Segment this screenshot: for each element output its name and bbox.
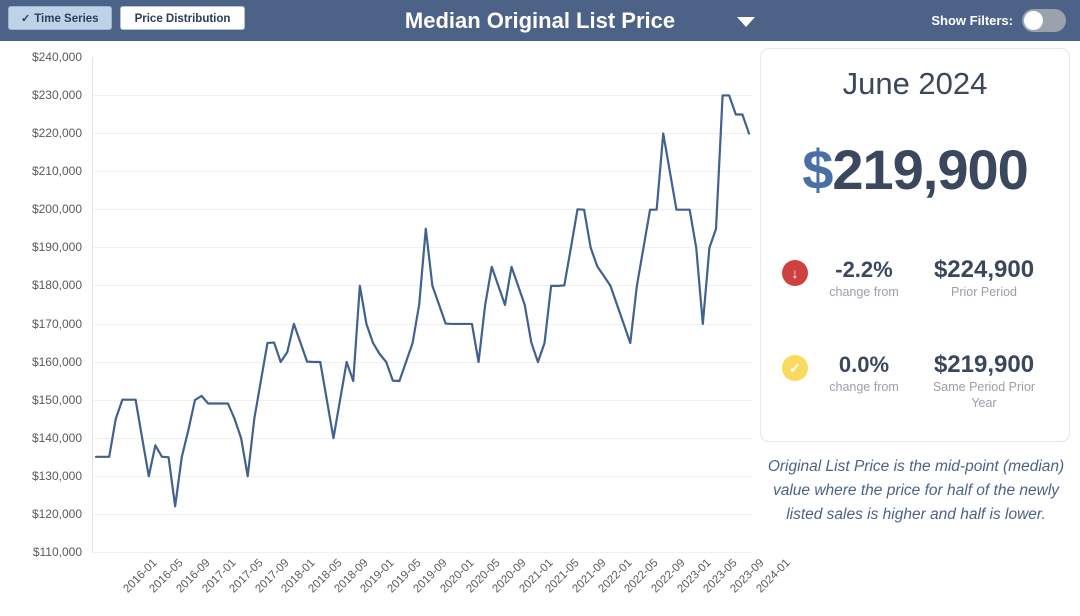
y-axis-tick-label: $240,000 [31,50,82,64]
gridline [93,171,752,173]
stat-amount-2: $219,900 [933,351,1035,378]
y-axis-tick-label: $130,000 [31,468,82,483]
gridline [93,513,752,515]
show-filters-label: Show Filters: [931,13,1013,28]
gridline [93,323,752,325]
y-axis-tick-label: $120,000 [31,506,82,521]
y-axis-tick-label: $160,000 [31,354,82,369]
chart-line-series [94,94,751,508]
arrow-down-circle-icon: ↓ [782,260,808,286]
app-header: ✓ Time Series Price Distribution Median O… [0,0,1080,41]
y-axis-tick-label: $140,000 [31,430,82,445]
y-axis-tick-label: $220,000 [31,126,82,141]
chevron-down-icon[interactable] [737,17,755,27]
stat-percent-1: -2.2% [835,257,893,282]
gridline [93,399,752,401]
stat-amount-1: $224,900 [933,256,1035,283]
tab-price-distribution-label: Price Distribution [134,13,231,25]
check-circle-icon: ✓ [782,355,808,381]
time-series-chart: $240,000 $230,000 $220,000 $210,000 $200,000… [0,41,793,616]
stat-percent-block-2: 0.0% change from [808,351,920,395]
show-filters-toggle[interactable] [1022,9,1066,32]
check-icon: ✓ [21,13,31,25]
y-axis-labels: $240,000 $230,000 $220,000 $210,000 $200,000… [0,41,86,561]
gridline [93,247,752,249]
stat-percent-caption-1: change from [829,285,899,299]
summary-card: June 2024 $219,900 ↓ -2.2% change from $… [760,48,1070,442]
stat-row-prior-year: ✓ 0.0% change from $219,900 Same Period … [761,351,1069,411]
show-filters-control: Show Filters: [931,9,1066,32]
gridline [93,133,752,135]
tab-time-series-label: Time Series [34,13,99,25]
stat-row-prior-period: ↓ -2.2% change from $224,900 Prior Perio… [761,256,1069,300]
gridline [93,285,752,287]
card-value-number: 219,900 [832,138,1028,201]
stat-percent-block-1: -2.2% change from [808,256,920,300]
tab-price-distribution[interactable]: Price Distribution [119,6,246,30]
stat-amount-caption-2: Same Period Prior Year [932,380,1036,410]
y-axis-tick-label: $200,000 [31,202,82,217]
card-period-label: June 2024 [842,66,988,101]
stat-percent-2: 0.0% [838,352,890,377]
summary-panel: June 2024 $219,900 ↓ -2.2% change from $… [760,48,1070,442]
chart-plot-area[interactable] [92,57,752,553]
x-axis-labels: 2016-01 2016-05 2016-09 2017-01 2017-05 2017-… [92,553,793,616]
stat-percent-caption-2: change from [829,380,899,394]
gridline [93,552,752,553]
gridline [93,475,752,477]
gridline [93,437,752,439]
y-axis-tick-label: $210,000 [31,164,82,179]
stat-amount-caption-1: Prior Period [951,285,1017,299]
gridline [93,95,752,97]
stat-amount-block-2: $219,900 Same Period Prior Year [920,351,1048,411]
tab-time-series[interactable]: ✓ Time Series [8,6,112,30]
y-axis-tick-label: $150,000 [31,392,82,407]
toggle-knob [1024,11,1043,30]
metric-description: Original List Price is the mid-point (me… [767,458,1065,523]
y-axis-tick-label: $110,000 [32,545,82,559]
y-axis-tick-label: $170,000 [31,316,82,331]
gridline [93,361,752,363]
y-axis-tick-label: $230,000 [31,88,82,103]
y-axis-tick-label: $190,000 [31,240,82,255]
gridline [93,209,752,211]
card-primary-value: $219,900 [761,137,1069,202]
y-axis-tick-label: $180,000 [31,278,82,293]
stat-amount-block-1: $224,900 Prior Period [920,256,1048,300]
currency-symbol: $ [802,138,833,201]
view-tabs: ✓ Time Series Price Distribution [8,6,246,30]
